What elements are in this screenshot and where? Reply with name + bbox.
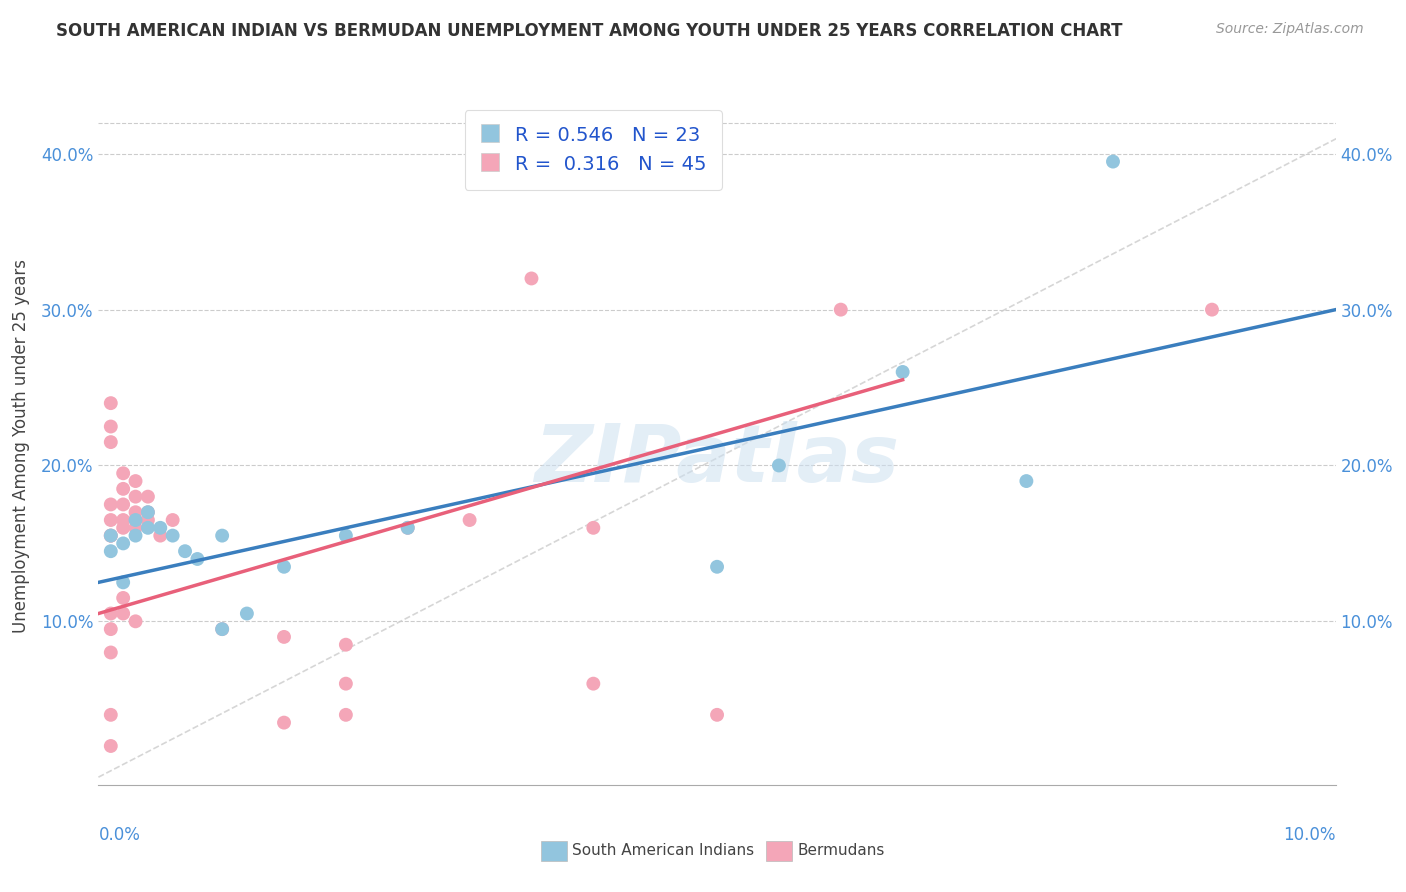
Point bbox=[100, 707, 122, 722]
Y-axis label: Unemployment Among Youth under 25 years: Unemployment Among Youth under 25 years bbox=[11, 259, 30, 633]
Point bbox=[830, 302, 852, 317]
Point bbox=[100, 419, 122, 434]
Point bbox=[149, 528, 172, 542]
Point bbox=[162, 528, 184, 542]
Point bbox=[136, 505, 159, 519]
Point bbox=[520, 271, 543, 285]
Point bbox=[112, 575, 135, 590]
Point bbox=[112, 536, 135, 550]
Point bbox=[100, 622, 122, 636]
Text: Bermudans: Bermudans bbox=[797, 844, 884, 858]
Point bbox=[124, 505, 146, 519]
Point bbox=[582, 676, 605, 690]
Point bbox=[100, 645, 122, 659]
Point bbox=[112, 482, 135, 496]
Point bbox=[136, 505, 159, 519]
Point bbox=[582, 521, 605, 535]
Point bbox=[335, 638, 357, 652]
Point bbox=[100, 607, 122, 621]
Point bbox=[112, 513, 135, 527]
Point bbox=[1102, 154, 1125, 169]
Point bbox=[100, 739, 122, 753]
Point bbox=[100, 396, 122, 410]
Point bbox=[211, 622, 233, 636]
Point bbox=[124, 521, 146, 535]
Point bbox=[211, 622, 233, 636]
Point bbox=[211, 528, 233, 542]
Text: SOUTH AMERICAN INDIAN VS BERMUDAN UNEMPLOYMENT AMONG YOUTH UNDER 25 YEARS CORREL: SOUTH AMERICAN INDIAN VS BERMUDAN UNEMPL… bbox=[56, 22, 1123, 40]
Point bbox=[112, 521, 135, 535]
Point bbox=[100, 528, 122, 542]
Point bbox=[124, 490, 146, 504]
Point bbox=[706, 707, 728, 722]
Point bbox=[100, 498, 122, 512]
Point bbox=[186, 552, 208, 566]
Text: South American Indians: South American Indians bbox=[572, 844, 755, 858]
Point bbox=[124, 474, 146, 488]
Point bbox=[124, 528, 146, 542]
Point bbox=[768, 458, 790, 473]
Point bbox=[458, 513, 481, 527]
Point bbox=[100, 513, 122, 527]
Point bbox=[335, 528, 357, 542]
Point bbox=[1015, 474, 1038, 488]
Point bbox=[136, 513, 159, 527]
Point bbox=[136, 521, 159, 535]
Point bbox=[100, 528, 122, 542]
Point bbox=[149, 521, 172, 535]
Point bbox=[124, 615, 146, 629]
Point bbox=[100, 528, 122, 542]
Point bbox=[1201, 302, 1223, 317]
Text: Source: ZipAtlas.com: Source: ZipAtlas.com bbox=[1216, 22, 1364, 37]
Point bbox=[706, 559, 728, 574]
Point bbox=[112, 467, 135, 481]
Text: 10.0%: 10.0% bbox=[1284, 826, 1336, 844]
Point bbox=[335, 676, 357, 690]
Point bbox=[335, 707, 357, 722]
Point bbox=[112, 607, 135, 621]
Point bbox=[100, 435, 122, 450]
Point bbox=[112, 498, 135, 512]
Point bbox=[174, 544, 197, 558]
Point bbox=[396, 521, 419, 535]
Point bbox=[273, 630, 295, 644]
Point bbox=[273, 559, 295, 574]
Point bbox=[162, 513, 184, 527]
Point bbox=[273, 715, 295, 730]
Point bbox=[396, 521, 419, 535]
Point bbox=[891, 365, 914, 379]
Point bbox=[100, 544, 122, 558]
Point bbox=[124, 513, 146, 527]
Point bbox=[136, 490, 159, 504]
Text: 0.0%: 0.0% bbox=[98, 826, 141, 844]
Text: ZIPatlas: ZIPatlas bbox=[534, 420, 900, 499]
Point bbox=[124, 513, 146, 527]
Point bbox=[236, 607, 259, 621]
Legend: R = 0.546   N = 23, R =  0.316   N = 45: R = 0.546 N = 23, R = 0.316 N = 45 bbox=[464, 110, 723, 189]
Point bbox=[112, 591, 135, 605]
